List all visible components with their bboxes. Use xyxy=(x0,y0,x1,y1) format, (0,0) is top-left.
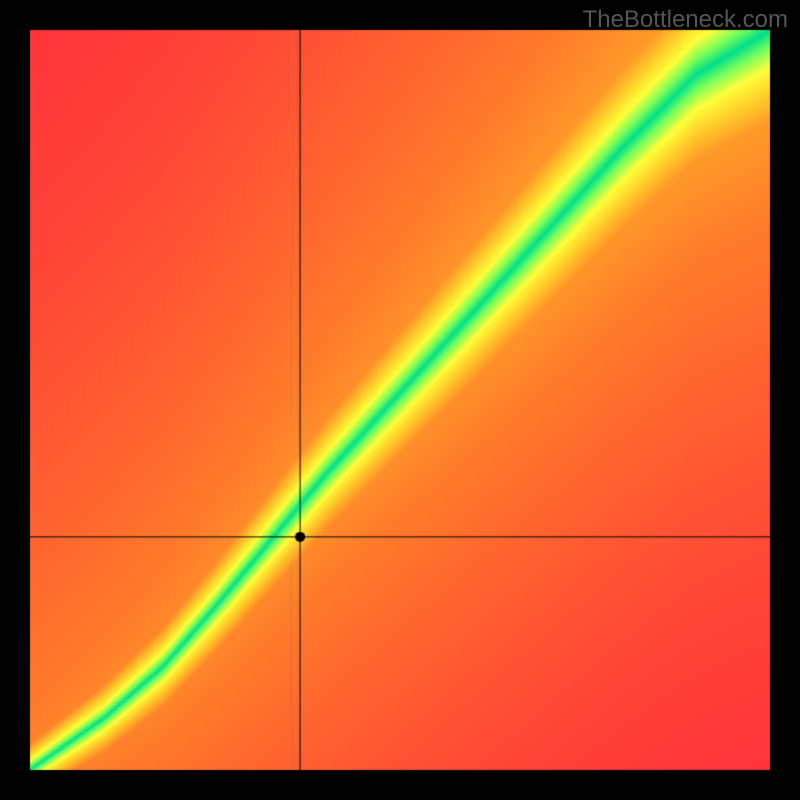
chart-container: TheBottleneck.com xyxy=(0,0,800,800)
bottleneck-heatmap-canvas xyxy=(0,0,800,800)
watermark-text: TheBottleneck.com xyxy=(583,6,788,34)
